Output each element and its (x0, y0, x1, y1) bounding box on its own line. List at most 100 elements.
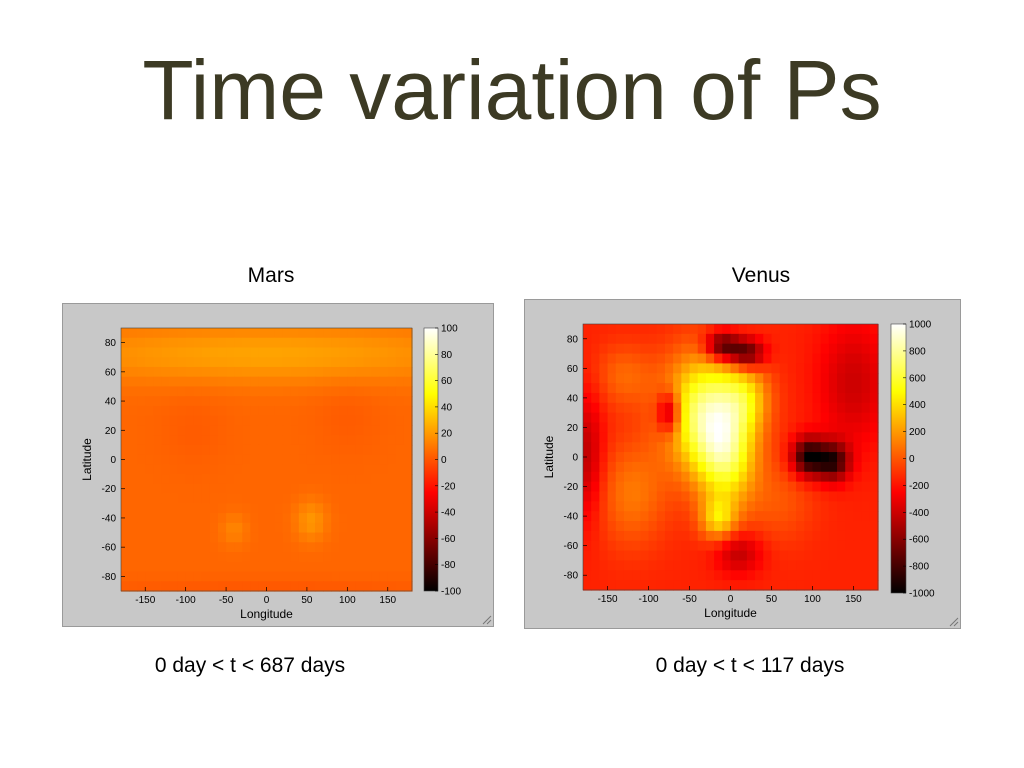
heatmap-cell (869, 363, 879, 374)
heatmap-cell (746, 402, 756, 414)
heatmap-cell (771, 324, 781, 335)
heatmap-cell (290, 483, 300, 495)
heatmap-cell (315, 328, 324, 339)
heatmap-cell (274, 532, 284, 543)
heatmap-cell (623, 333, 633, 345)
heatmap-cell (347, 581, 357, 592)
heatmap-cell (129, 532, 138, 543)
heatmap-cell (681, 373, 691, 384)
heatmap-cell (298, 366, 308, 378)
heatmap-cell (869, 501, 879, 512)
heatmap-cell (623, 491, 633, 502)
heatmap-cell (363, 405, 373, 417)
heatmap-cell (387, 483, 397, 495)
heatmap-cell (673, 324, 682, 335)
heatmap-cell (282, 513, 292, 524)
heatmap-cell (339, 571, 348, 582)
heatmap-cell (689, 521, 699, 532)
heatmap-cell (347, 454, 357, 465)
heatmap-cell (315, 493, 324, 504)
heatmap-cell (697, 550, 707, 562)
heatmap-cell (379, 366, 389, 378)
heatmap-cell (379, 464, 389, 475)
heatmap-cell (371, 513, 381, 524)
heatmap-cell (218, 532, 227, 543)
heatmap-cell (306, 474, 316, 485)
heatmap-cell (298, 581, 308, 592)
x-tick-label: 150 (845, 594, 862, 605)
heatmap-cell (339, 396, 348, 407)
heatmap-cell (185, 532, 195, 543)
heatmap-cell (129, 552, 138, 563)
heatmap-cell (201, 571, 211, 582)
heatmap-cell (804, 570, 814, 581)
heatmap-cell (746, 452, 756, 463)
heatmap-cell (282, 415, 292, 427)
resize-grip-icon[interactable] (949, 617, 959, 627)
heatmap-cell (656, 461, 666, 473)
heatmap-cell (714, 511, 723, 522)
heatmap-cell (145, 542, 154, 553)
heatmap-cell (837, 491, 846, 502)
heatmap-cell (282, 542, 292, 553)
heatmap-cell (169, 396, 179, 407)
heatmap-cell (323, 464, 332, 475)
heatmap-cell (632, 343, 641, 355)
heatmap-cell (371, 522, 381, 534)
heatmap-cell (755, 540, 764, 552)
heatmap-cell (185, 552, 195, 563)
heatmap-cell (153, 328, 163, 339)
heatmap-cell (648, 461, 658, 473)
heatmap-cell (129, 347, 138, 358)
heatmap-cell (185, 396, 195, 407)
heatmap-cell (845, 452, 855, 463)
heatmap-cell (121, 464, 130, 475)
resize-grip-icon[interactable] (482, 615, 492, 625)
heatmap-cell (763, 432, 773, 443)
heatmap-cell (738, 550, 748, 562)
heatmap-cell (266, 581, 276, 592)
heatmap-cell (315, 425, 324, 436)
mars-figure: -150 -100 -50 0 50 100 150 -80 -60 -40 -20 0 20 40 60 8… (62, 303, 494, 627)
heatmap-cell (403, 386, 413, 397)
heatmap-cell (632, 511, 641, 522)
heatmap-cell (812, 452, 822, 463)
y-tick-label: -20 (564, 482, 579, 493)
heatmap-cell (298, 328, 308, 339)
heatmap-cell (771, 333, 781, 345)
heatmap-cell (591, 324, 600, 335)
heatmap-cell (673, 402, 682, 414)
heatmap-cell (242, 561, 251, 573)
heatmap-cell (746, 343, 756, 355)
heatmap-cell (664, 550, 674, 562)
heatmap-cell (209, 571, 219, 582)
heatmap-cell (705, 442, 715, 453)
heatmap-cell (730, 511, 740, 522)
heatmap-cell (648, 333, 658, 345)
heatmap-cell (331, 483, 340, 495)
heatmap-cell (599, 422, 609, 433)
heatmap-cell (282, 503, 292, 514)
heatmap-cell (599, 363, 609, 374)
heatmap-cell (664, 521, 674, 532)
heatmap-cell (234, 571, 243, 582)
heatmap-cell (121, 483, 130, 495)
heatmap-cell (395, 386, 405, 397)
heatmap-cell (193, 405, 203, 417)
heatmap-cell (828, 511, 838, 522)
heatmap-cell (632, 452, 641, 463)
heatmap-cell (282, 454, 292, 465)
heatmap-cell (387, 376, 397, 388)
heatmap-cell (845, 511, 855, 522)
heatmap-cell (363, 552, 373, 563)
heatmap-cell (242, 337, 251, 349)
heatmap-cell (306, 542, 316, 553)
heatmap-cell (169, 581, 179, 592)
heatmap-cell (282, 474, 292, 485)
heatmap-cell (730, 580, 740, 591)
heatmap-cell (714, 481, 723, 493)
heatmap-cell (845, 353, 855, 365)
heatmap-cell (121, 366, 130, 378)
heatmap-cell (169, 454, 179, 465)
heatmap-cell (250, 493, 260, 504)
